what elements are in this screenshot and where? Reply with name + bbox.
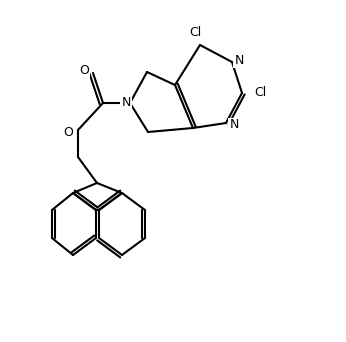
Text: O: O bbox=[79, 65, 89, 78]
Text: N: N bbox=[121, 96, 131, 109]
Text: N: N bbox=[229, 118, 239, 132]
Text: Cl: Cl bbox=[254, 87, 266, 100]
Text: Cl: Cl bbox=[189, 26, 201, 39]
Text: O: O bbox=[63, 126, 73, 139]
Text: N: N bbox=[234, 53, 244, 66]
